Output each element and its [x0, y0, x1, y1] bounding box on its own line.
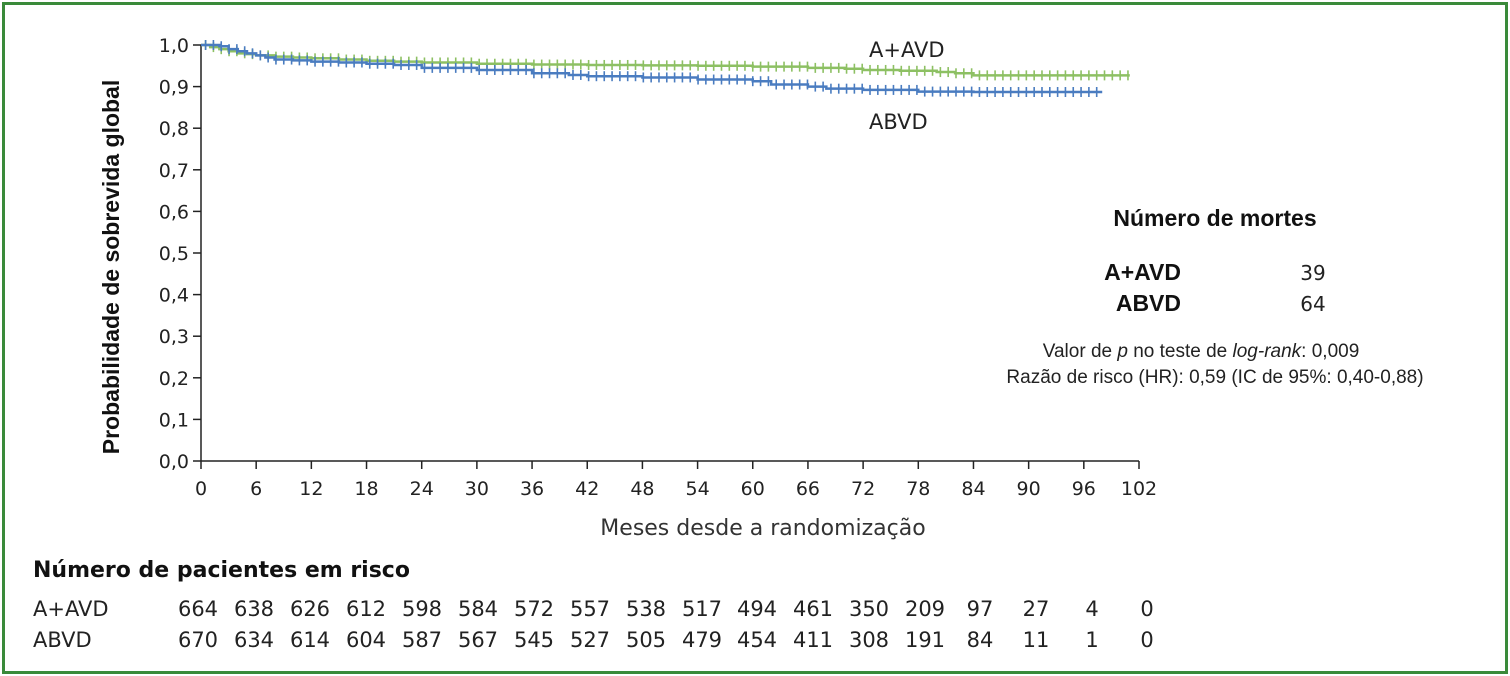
x-tick-label: 84: [961, 478, 985, 500]
risk-cell: 612: [345, 597, 387, 621]
x-tick-label: 24: [410, 478, 434, 500]
survival-curve: [201, 43, 1103, 94]
series-label-a-avd: A+AVD: [869, 38, 945, 62]
risk-cell: 538: [625, 597, 667, 621]
y-axis: 0,0 0,1 0,2 0,3 0,4 0,5 0,6 0,7 0,8 0,9 1,0: [159, 35, 202, 473]
risk-cell: 84: [966, 628, 994, 652]
risk-cell: 454: [736, 628, 778, 652]
risk-cell: 479: [681, 628, 723, 652]
risk-cell: 638: [233, 597, 275, 621]
x-tick-label: 96: [1072, 478, 1096, 500]
deaths-label-a-avd: A+AVD: [1104, 259, 1181, 285]
risk-cell: 614: [289, 628, 331, 652]
y-tick-label: 0,1: [159, 409, 189, 431]
risk-cell: 567: [457, 628, 499, 652]
deaths-value-abvd: 64: [1300, 292, 1325, 316]
x-tick-label: 12: [299, 478, 323, 500]
logrank-statistic: Valor de p no teste de log-rank: 0,009: [1043, 341, 1360, 362]
series-abvd: [201, 40, 1103, 98]
x-tick-label: 36: [520, 478, 544, 500]
risk-cell: 209: [904, 597, 946, 621]
y-axis-label: Probabilidade de sobrevida global: [98, 80, 124, 454]
x-tick-label: 48: [630, 478, 654, 500]
risk-cell: 670: [177, 628, 219, 652]
x-tick-label: 30: [465, 478, 489, 500]
deaths-label-abvd: ABVD: [1116, 290, 1181, 316]
x-tick-label: 54: [685, 478, 709, 500]
risk-cell: 461: [792, 597, 834, 621]
risk-cell: 572: [513, 597, 555, 621]
risk-cell: 11: [1022, 628, 1050, 652]
x-tick-label: 6: [250, 478, 262, 500]
risk-cell: 626: [289, 597, 331, 621]
y-tick-label: 0,2: [159, 368, 189, 390]
risk-cell: 634: [233, 628, 275, 652]
risk-table-title: Número de pacientes em risco: [33, 558, 410, 583]
risk-cell: 0: [1140, 628, 1154, 652]
y-tick-label: 0,5: [159, 243, 189, 265]
risk-cell: 1: [1085, 628, 1099, 652]
x-tick-label: 42: [575, 478, 599, 500]
y-tick-label: 0,9: [159, 77, 189, 99]
risk-cell: 587: [401, 628, 443, 652]
risk-cell: 411: [792, 628, 834, 652]
series-a-avd: [201, 40, 1130, 81]
risk-cell: 494: [736, 597, 778, 621]
risk-row-label: ABVD: [33, 628, 92, 652]
x-tick-label: 66: [796, 478, 820, 500]
y-tick-label: 0,7: [159, 160, 189, 182]
series-label-abvd: ABVD: [869, 110, 928, 134]
x-tick-label: 60: [741, 478, 765, 500]
risk-cell: 4: [1085, 597, 1099, 621]
risk-cell: 350: [848, 597, 890, 621]
y-tick-label: 0,3: [159, 326, 189, 348]
risk-cell: 191: [904, 628, 946, 652]
risk-cell: 598: [401, 597, 443, 621]
x-tick-label: 18: [354, 478, 378, 500]
risk-cell: 0: [1140, 597, 1154, 621]
y-tick-label: 0,4: [159, 285, 189, 307]
risk-cell: 505: [625, 628, 667, 652]
y-tick-label: 1,0: [159, 35, 189, 57]
hazard-ratio-statistic: Razão de risco (HR): 0,59 (IC de 95%: 0,…: [1006, 367, 1423, 388]
risk-cell: 604: [345, 628, 387, 652]
survival-curve: [201, 43, 1130, 77]
risk-cell: 517: [681, 597, 723, 621]
series-layer: [201, 40, 1130, 98]
risk-cell: 97: [966, 597, 994, 621]
risk-row-label: A+AVD: [33, 597, 109, 621]
deaths-title: Número de mortes: [1113, 205, 1316, 231]
x-tick-label: 90: [1017, 478, 1041, 500]
risk-cell: 545: [513, 628, 555, 652]
risk-cell: 308: [848, 628, 890, 652]
x-tick-label: 78: [906, 478, 930, 500]
x-tick-label: 72: [851, 478, 875, 500]
survival-chart: 0,0 0,1 0,2 0,3 0,4 0,5 0,6 0,7 0,8 0,9 1,0 0 6 12 18…: [98, 35, 1424, 541]
y-tick-label: 0,8: [159, 118, 189, 140]
deaths-value-a-avd: 39: [1300, 261, 1325, 285]
y-tick-label: 0,6: [159, 201, 189, 223]
x-tick-label: 102: [1121, 478, 1157, 500]
risk-cell: 527: [569, 628, 611, 652]
x-axis-label: Meses desde a randomização: [600, 516, 925, 541]
x-tick-label: 0: [195, 478, 207, 500]
y-tick-label: 0,0: [159, 451, 189, 473]
risk-cell: 27: [1022, 597, 1050, 621]
x-axis: 0 6 12 18 24 30 36 42 48 54 60 66 72 78 84 90 96 102: [195, 460, 1157, 500]
risk-cell: 557: [569, 597, 611, 621]
risk-cell: 584: [457, 597, 499, 621]
risk-cell: 664: [177, 597, 219, 621]
